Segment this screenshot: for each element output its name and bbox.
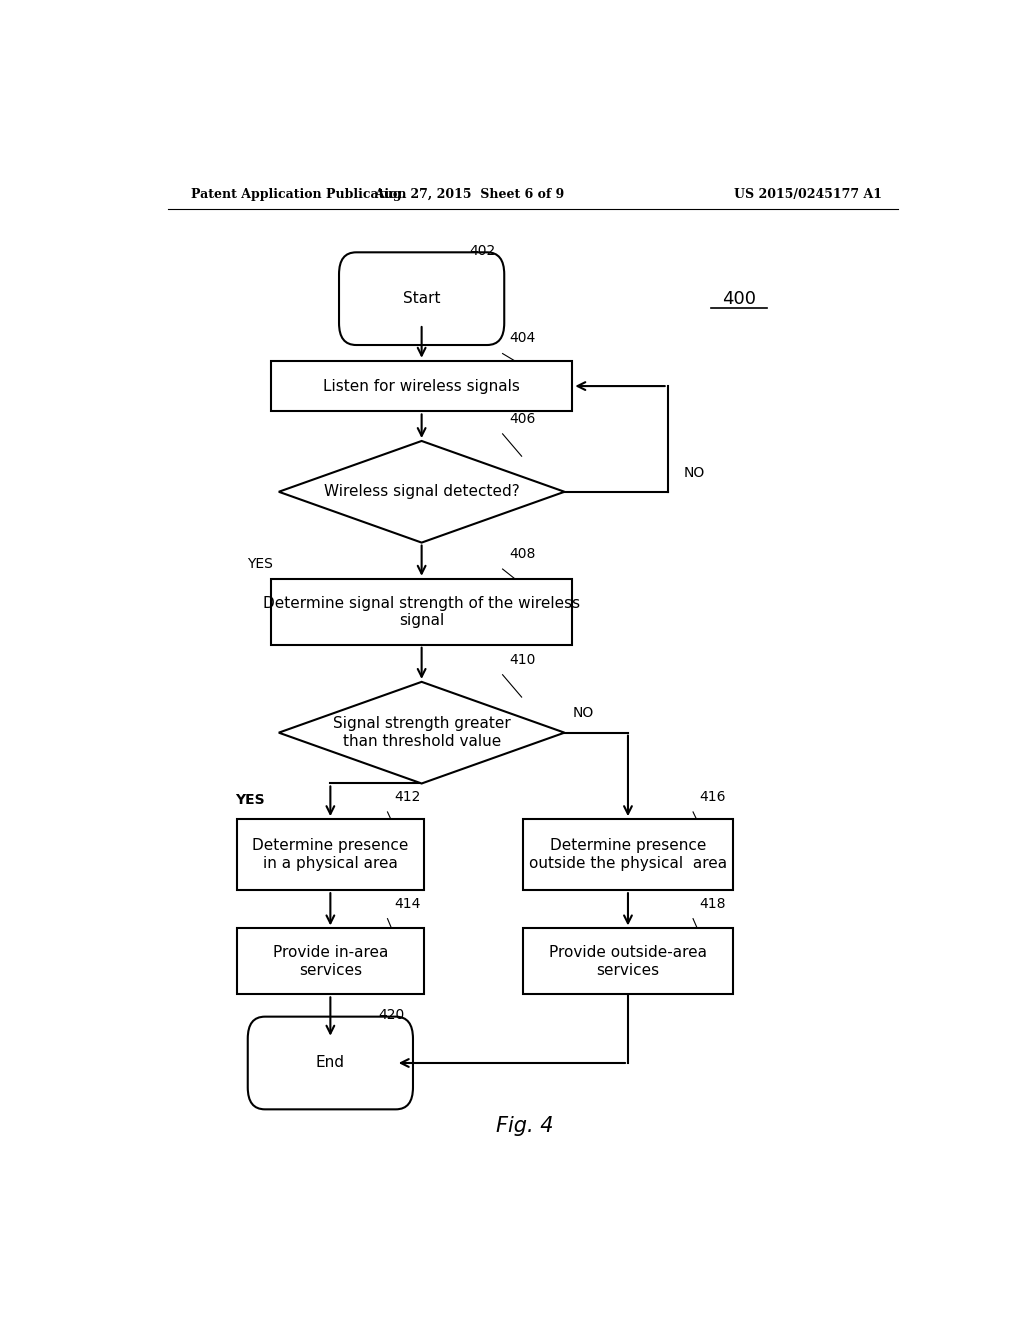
Text: Signal strength greater
than threshold value: Signal strength greater than threshold v… (333, 717, 511, 748)
Text: Determine presence
in a physical area: Determine presence in a physical area (252, 838, 409, 871)
Text: 402: 402 (469, 244, 496, 257)
Polygon shape (279, 682, 564, 784)
Text: Determine presence
outside the physical  area: Determine presence outside the physical … (529, 838, 727, 871)
Text: YES: YES (236, 793, 265, 807)
Text: YES: YES (247, 557, 273, 572)
Text: 414: 414 (394, 896, 420, 911)
FancyBboxPatch shape (248, 1016, 413, 1109)
Text: 418: 418 (699, 896, 726, 911)
Text: Start: Start (402, 292, 440, 306)
Polygon shape (279, 441, 564, 543)
Text: NO: NO (684, 466, 705, 479)
FancyBboxPatch shape (270, 578, 572, 644)
FancyBboxPatch shape (523, 818, 733, 890)
Text: Fig. 4: Fig. 4 (496, 1115, 554, 1137)
Text: 406: 406 (509, 412, 536, 426)
Text: 416: 416 (699, 789, 726, 804)
FancyBboxPatch shape (238, 928, 424, 994)
Text: Listen for wireless signals: Listen for wireless signals (324, 379, 520, 393)
FancyBboxPatch shape (523, 928, 733, 994)
Text: Wireless signal detected?: Wireless signal detected? (324, 484, 519, 499)
FancyBboxPatch shape (270, 360, 572, 412)
Text: 400: 400 (722, 289, 756, 308)
Text: 412: 412 (394, 789, 420, 804)
Text: Provide in-area
services: Provide in-area services (272, 945, 388, 978)
Text: Aug. 27, 2015  Sheet 6 of 9: Aug. 27, 2015 Sheet 6 of 9 (374, 189, 564, 202)
Text: 420: 420 (378, 1008, 404, 1022)
Text: 410: 410 (509, 652, 536, 667)
Text: US 2015/0245177 A1: US 2015/0245177 A1 (734, 189, 882, 202)
Text: End: End (315, 1056, 345, 1071)
Text: Patent Application Publication: Patent Application Publication (191, 189, 407, 202)
FancyBboxPatch shape (339, 252, 504, 345)
Text: Determine signal strength of the wireless
signal: Determine signal strength of the wireles… (263, 595, 581, 628)
Text: Provide outside-area
services: Provide outside-area services (549, 945, 707, 978)
FancyBboxPatch shape (238, 818, 424, 890)
Text: 408: 408 (509, 546, 536, 561)
Text: 404: 404 (509, 331, 536, 346)
Text: NO: NO (572, 706, 594, 721)
